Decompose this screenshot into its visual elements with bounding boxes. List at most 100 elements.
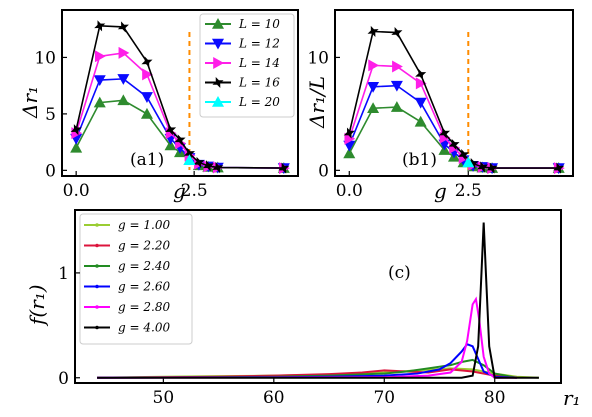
data-point <box>462 156 475 168</box>
data-point <box>344 132 356 145</box>
data-point <box>367 25 379 37</box>
data-point <box>415 68 427 80</box>
panel-b1-ylabel: Δr₁/L <box>305 76 329 129</box>
data-point <box>467 158 479 170</box>
panel-c-frame <box>74 209 562 384</box>
data-point <box>183 147 195 159</box>
data-point <box>94 50 106 63</box>
data-point <box>140 92 153 103</box>
legend-label: L = 12 <box>238 37 280 51</box>
data-point <box>93 75 106 87</box>
data-point <box>94 20 106 32</box>
data-point <box>343 127 355 139</box>
data-point <box>343 147 356 159</box>
data-point <box>390 80 403 92</box>
panel-b1: (b1) g Δr₁/L 0.0 2.5 0 10 <box>305 9 574 203</box>
legend-label: g = 2.80 <box>118 300 170 314</box>
x-tick-label: 70 <box>373 388 395 408</box>
data-point <box>414 115 427 127</box>
panel-c: (c) r₁ f(r₁) g = 1.00g = 2.20g = 2.40g =… <box>25 209 581 410</box>
data-point <box>93 96 106 108</box>
x-tick-label: 60 <box>263 388 285 408</box>
data-point <box>141 56 153 68</box>
x-tick-label: 2.5 <box>181 181 208 201</box>
panel-a1-frame <box>61 9 299 177</box>
panel-b1-frame <box>334 9 574 177</box>
legend-marker <box>212 76 224 89</box>
data-point <box>553 162 565 174</box>
data-point <box>164 139 177 151</box>
legend-frame <box>199 13 295 118</box>
y-tick-label: 10 <box>34 48 56 68</box>
x-tick-label: 50 <box>153 388 175 408</box>
data-point <box>486 162 498 174</box>
legend-label: g = 2.60 <box>118 280 170 294</box>
panel-b1-label: (b1) <box>402 150 437 170</box>
series-line <box>97 222 539 379</box>
legend-label: g = 2.20 <box>118 239 170 253</box>
data-point <box>212 161 224 174</box>
data-point <box>117 94 130 106</box>
legend-label: g = 4.00 <box>118 321 170 335</box>
legend-marker <box>212 38 224 50</box>
legend-marker <box>95 243 99 248</box>
data-point <box>367 81 380 93</box>
data-point <box>70 141 83 153</box>
x-tick-label: 0.0 <box>336 181 363 201</box>
panel-c-label: (c) <box>388 263 411 283</box>
legend-label: g = 2.40 <box>118 259 170 273</box>
panel-a1-ylabel: Δr₁ <box>18 86 42 119</box>
data-point <box>368 59 380 72</box>
legend-label: L = 20 <box>238 95 280 109</box>
y-tick-label: 10 <box>307 48 329 68</box>
data-point <box>438 127 451 139</box>
data-point <box>183 154 196 165</box>
data-point <box>390 101 403 112</box>
data-point <box>174 134 186 146</box>
legend: g = 1.00 g = 2.20 g = 2.40 g = 2.60 g = 2.80… <box>79 213 193 345</box>
data-point <box>448 138 460 150</box>
legend: L = 10 L = 12 L = 14 L = 16 L = 20 <box>199 13 295 118</box>
data-point <box>367 102 380 114</box>
legend-marker <box>212 96 224 107</box>
legend-label: L = 14 <box>238 56 280 70</box>
data-point <box>202 160 214 172</box>
data-point <box>392 60 403 73</box>
data-point <box>193 156 205 168</box>
y-tick-label: 0 <box>318 161 329 181</box>
data-point <box>278 162 290 174</box>
data-point <box>118 46 130 59</box>
data-point <box>140 107 153 119</box>
series-line <box>97 343 517 379</box>
data-point <box>415 77 427 90</box>
y-tick-label: 0 <box>58 369 69 389</box>
legend-label: L = 10 <box>238 17 280 31</box>
legend-marker <box>95 325 99 330</box>
panel-a1-xlabel: g <box>173 179 186 203</box>
panel-a1: (a1) g Δr₁ L = 10 L = 12 L = 14 L = 16 L = 2… <box>18 9 299 203</box>
panel-c-xlabel: r₁ <box>563 386 581 410</box>
x-tick-label: 2.5 <box>455 181 482 201</box>
legend-marker <box>213 57 224 69</box>
data-point <box>117 21 129 33</box>
legend-label: g = 1.00 <box>118 218 170 232</box>
y-tick-label: 0 <box>45 161 56 181</box>
x-tick-label: 80 <box>484 388 506 408</box>
data-point <box>477 161 489 173</box>
data-point <box>391 27 403 39</box>
series-line <box>97 296 517 379</box>
legend-marker <box>95 264 99 268</box>
y-tick-label: 1 <box>58 264 69 284</box>
panel-c-ylabel: f(r₁) <box>25 284 49 327</box>
legend-marker <box>95 223 99 227</box>
y-tick-label: 5 <box>45 105 56 125</box>
data-point <box>117 74 130 85</box>
panel-a1-label: (a1) <box>130 150 164 170</box>
data-point <box>142 68 153 81</box>
legend-marker <box>95 305 99 309</box>
x-tick-label: 0.0 <box>63 181 90 201</box>
data-point <box>414 97 427 109</box>
legend-label: L = 16 <box>238 76 280 90</box>
data-point <box>457 149 470 161</box>
